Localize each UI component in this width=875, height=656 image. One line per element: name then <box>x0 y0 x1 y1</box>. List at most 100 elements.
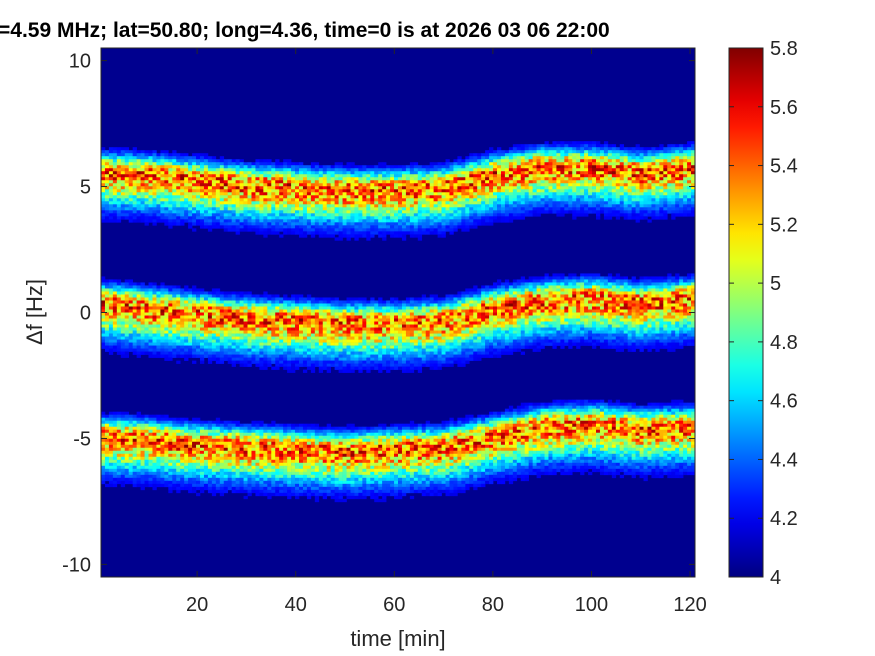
heatmap-cell <box>219 441 225 446</box>
heatmap-cell <box>120 456 126 461</box>
heatmap-cell <box>180 477 185 482</box>
heatmap-cell <box>322 312 328 316</box>
heatmap-cell <box>342 171 347 175</box>
heatmap-cell <box>235 171 240 175</box>
heatmap-cell <box>108 420 114 425</box>
heatmap-cell <box>314 201 320 205</box>
heatmap-cell <box>366 312 371 316</box>
heatmap-cell <box>346 468 351 473</box>
heatmap-cell <box>144 162 149 166</box>
heatmap-cell <box>104 447 110 452</box>
heatmap-cell <box>196 468 201 473</box>
heatmap-cell <box>326 363 331 367</box>
heatmap-cell <box>306 465 312 470</box>
heatmap-cell <box>132 342 137 346</box>
heatmap-cell <box>314 351 320 355</box>
heatmap-cell <box>346 357 351 361</box>
heatmap-cell <box>108 171 114 175</box>
heatmap-cell <box>283 327 288 331</box>
heatmap-cell <box>104 150 110 154</box>
heatmap-cell <box>231 198 236 202</box>
heatmap-cell <box>338 306 343 310</box>
heatmap-cell <box>231 315 236 319</box>
heatmap-cell <box>342 195 347 199</box>
heatmap-cell <box>255 432 260 437</box>
heatmap-cell <box>168 183 173 187</box>
heatmap-cell <box>104 201 110 205</box>
heatmap-cell <box>219 219 225 223</box>
heatmap-cell <box>283 423 288 428</box>
heatmap-cell <box>136 294 141 298</box>
heatmap-cell <box>156 342 161 346</box>
heatmap-cell <box>144 165 149 169</box>
heatmap-cell <box>104 303 110 307</box>
heatmap-cell <box>104 435 110 440</box>
heatmap-cell <box>330 207 335 211</box>
heatmap-cell <box>302 228 308 232</box>
heatmap-cell <box>314 465 320 470</box>
heatmap-cell <box>112 345 118 349</box>
heatmap-cell <box>108 207 114 211</box>
heatmap-cell <box>152 327 157 331</box>
heatmap-cell <box>239 312 244 316</box>
heatmap-cell <box>314 495 320 500</box>
heatmap-cell <box>243 426 248 431</box>
heatmap-cell <box>291 330 296 334</box>
heatmap-cell <box>283 165 288 169</box>
heatmap-cell <box>310 357 316 361</box>
heatmap-cell <box>326 192 331 196</box>
heatmap-cell <box>184 192 189 196</box>
heatmap-cell <box>184 330 189 334</box>
heatmap-cell <box>168 174 173 178</box>
heatmap-cell <box>223 297 229 301</box>
heatmap-cell <box>291 165 296 169</box>
heatmap-cell <box>140 177 145 181</box>
heatmap-cell <box>267 423 272 428</box>
heatmap-cell <box>350 342 355 346</box>
heatmap-cell <box>271 432 276 437</box>
heatmap-cell <box>200 462 205 467</box>
heatmap-cell <box>200 333 205 337</box>
heatmap-cell <box>227 306 232 310</box>
heatmap-cell <box>338 474 343 479</box>
heatmap-cell <box>247 447 252 452</box>
heatmap-cell <box>275 441 280 446</box>
heatmap-cell <box>306 228 312 232</box>
heatmap-cell <box>350 195 355 199</box>
heatmap-cell <box>239 432 244 437</box>
heatmap-cell <box>287 459 292 464</box>
heatmap-cell <box>104 450 110 455</box>
heatmap-cell <box>334 492 339 497</box>
heatmap-cell <box>334 186 339 190</box>
heatmap-cell <box>346 315 351 319</box>
heatmap-cell <box>184 444 189 449</box>
heatmap-cell <box>104 420 110 425</box>
heatmap-cell <box>279 342 284 346</box>
heatmap-cell <box>326 471 331 476</box>
heatmap-cell <box>338 186 343 190</box>
heatmap-cell <box>176 294 181 298</box>
heatmap-cell <box>160 285 165 289</box>
heatmap-cell <box>295 429 300 434</box>
heatmap-cell <box>318 360 324 364</box>
heatmap-cell <box>219 213 225 217</box>
heatmap-cell <box>176 468 181 473</box>
heatmap-cell <box>215 417 221 422</box>
heatmap-cell <box>322 210 328 214</box>
heatmap-cell <box>342 465 347 470</box>
heatmap-cell <box>247 321 252 325</box>
heatmap-cell <box>156 162 161 166</box>
heatmap-cell <box>247 333 252 337</box>
heatmap-cell <box>251 198 256 202</box>
heatmap-cell <box>128 279 133 283</box>
heatmap-cell <box>120 285 126 289</box>
heatmap-cell <box>310 360 316 364</box>
heatmap-cell <box>168 459 173 464</box>
heatmap-cell <box>128 153 133 157</box>
heatmap-cell <box>101 441 106 446</box>
heatmap-cell <box>259 441 264 446</box>
heatmap-cell <box>295 309 300 313</box>
heatmap-cell <box>227 426 232 431</box>
heatmap-cell <box>200 348 205 352</box>
heatmap-cell <box>354 486 359 491</box>
